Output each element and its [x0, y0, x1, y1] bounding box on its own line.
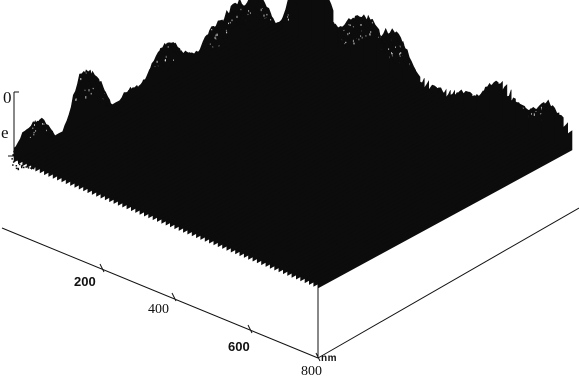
surface-highlight-speck	[240, 9, 241, 10]
surface-highlight-speck	[237, 16, 238, 18]
surface-highlight-speck	[354, 43, 355, 45]
surface-highlight-speck	[400, 52, 401, 54]
surface-highlight-speck	[399, 53, 400, 55]
surface-highlight-speck	[228, 23, 229, 24]
surface-highlight-speck	[215, 37, 216, 39]
surface-highlight-speck	[360, 36, 361, 37]
surface-highlight-speck	[395, 47, 396, 48]
surface-highlight-speck	[217, 34, 218, 36]
surface-highlight-speck	[266, 14, 267, 15]
surface-highlight-speck	[210, 44, 211, 45]
x-axis-tick	[172, 293, 176, 301]
surface-highlight-speck	[388, 49, 389, 50]
surface-highlight-speck	[365, 35, 366, 37]
surface-highlight-speck	[211, 29, 212, 30]
surface-highlight-speck	[361, 24, 362, 26]
surface-highlight-speck	[230, 22, 231, 24]
surface-highlight-speck	[347, 33, 348, 35]
surface-highlight-speck	[541, 107, 542, 109]
surface-highlight-speck	[288, 19, 289, 21]
surface-layer	[11, 0, 572, 288]
surface-highlight-speck	[358, 39, 359, 41]
surface-highlight-speck	[215, 35, 216, 37]
surface-highlight-speck	[226, 30, 227, 32]
surface-highlight-speck	[353, 40, 354, 42]
surface-highlight-speck	[392, 55, 393, 56]
surface-highlight-speck	[349, 33, 350, 34]
x-axis-tick	[100, 264, 104, 272]
surface-highlight-speck	[372, 22, 373, 24]
surface-highlight-speck	[226, 32, 227, 33]
surface-highlight-speck	[400, 56, 401, 57]
surface-highlight-speck	[345, 42, 346, 43]
surface-highlight-speck	[534, 113, 535, 115]
surface-highlight-speck	[288, 14, 289, 15]
surface-highlight-speck	[370, 31, 371, 32]
surface-highlight-speck	[287, 16, 288, 18]
surface-highlight-speck	[232, 20, 233, 22]
surface-highlight-speck	[369, 33, 370, 34]
